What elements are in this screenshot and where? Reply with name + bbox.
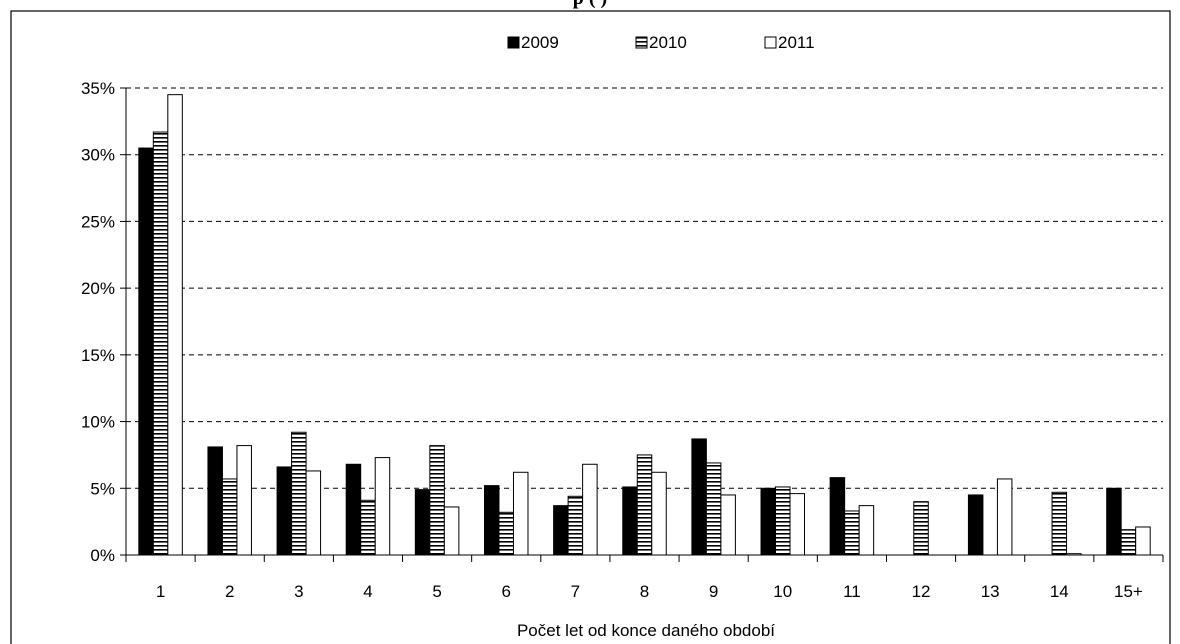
legend-label-2009: 2009 [521, 33, 559, 52]
x-tick-label: 1 [156, 582, 165, 601]
bar-2010-4 [360, 499, 376, 556]
bar-2010-6 [498, 511, 514, 556]
bar-2009-15+ [1106, 487, 1122, 556]
legend-label-2011: 2011 [778, 33, 815, 52]
bar-2009-3 [276, 466, 293, 556]
bar-2011-15+ [1135, 526, 1151, 556]
bar-2011-9 [720, 494, 736, 556]
bar-2009-7 [553, 505, 569, 556]
x-tick-label: 12 [912, 582, 931, 601]
x-tick-label: 2 [225, 582, 234, 601]
bar-2011-10 [789, 493, 806, 556]
y-tick-label: 25% [81, 212, 115, 231]
axes [120, 87, 1164, 562]
x-tick-label: 9 [709, 582, 718, 601]
bar-2009-5 [414, 489, 431, 556]
bar-2011-8 [651, 471, 667, 556]
bar-2011-3 [305, 470, 322, 556]
bar-2010-11 [844, 510, 860, 556]
y-tick-label: 20% [81, 279, 115, 298]
bar-2010-14 [1051, 491, 1068, 556]
y-tick-label: 5% [90, 479, 115, 498]
bar-2009-2 [207, 446, 223, 556]
bar-2011-4 [374, 457, 391, 556]
bar-2010-2 [221, 478, 238, 556]
x-axis-tick-labels: 1 2 3 4 5 6 7 8 9 10 11 12 13 14 15+ [156, 582, 1143, 601]
x-axis-label: Počet let od konce daného období [517, 621, 775, 640]
bar-2010-10 [775, 486, 791, 556]
bar-2011-5 [443, 506, 460, 556]
bar-2011-7 [582, 463, 598, 556]
y-axis-tick-labels: 0% 5% 10% 15% 20% 25% 30% 35% [81, 79, 115, 565]
x-tick-label: 6 [501, 582, 510, 601]
x-tick-label: 4 [363, 582, 372, 601]
y-tick-label: 15% [81, 346, 115, 365]
bar-2010-1 [152, 131, 169, 556]
bar-2010-3 [291, 431, 307, 556]
legend-swatch-2010 [635, 36, 648, 49]
legend: 2009 2010 2011 [507, 33, 815, 52]
x-tick-label: 5 [432, 582, 441, 601]
legend-swatch-2009 [507, 36, 520, 49]
x-tick-label: 15+ [1114, 582, 1143, 601]
x-tick-label: 8 [640, 582, 649, 601]
y-tick-label: 0% [90, 546, 115, 565]
x-tick-label: 3 [294, 582, 303, 601]
bar-2009-11 [829, 477, 846, 556]
chart-title: p ( ) [0, 0, 1180, 10]
bar-2011-6 [512, 471, 529, 556]
legend-swatch-2011 [764, 36, 777, 49]
y-tick-label: 10% [81, 413, 115, 432]
bar-2009-13 [967, 494, 984, 556]
bar-2009-6 [483, 485, 500, 556]
x-tick-label: 13 [981, 582, 1000, 601]
bar-2009-4 [345, 463, 362, 556]
bar-2010-9 [705, 462, 722, 556]
bar-2009-1 [138, 147, 154, 556]
bar-2011-11 [858, 505, 875, 556]
bar-2010-12 [913, 501, 929, 556]
y-tick-label: 35% [81, 79, 115, 98]
bar-2009-9 [691, 438, 707, 556]
bar-2011-2 [236, 445, 252, 556]
bar-2010-7 [567, 495, 584, 556]
bars [138, 94, 1151, 556]
x-tick-label: 14 [1050, 582, 1069, 601]
x-tick-label: 7 [571, 582, 580, 601]
y-tick-label: 30% [81, 146, 115, 165]
bar-2011-13 [996, 478, 1013, 556]
bar-2009-10 [760, 487, 777, 556]
x-tick-label: 10 [773, 582, 792, 601]
bar-2010-8 [636, 454, 653, 556]
legend-label-2010: 2010 [649, 33, 687, 52]
bar-2010-5 [429, 445, 445, 556]
bar-2009-8 [622, 486, 638, 556]
bar-2010-15+ [1120, 529, 1137, 556]
bar-2011-1 [167, 94, 183, 556]
x-tick-label: 11 [843, 582, 861, 601]
